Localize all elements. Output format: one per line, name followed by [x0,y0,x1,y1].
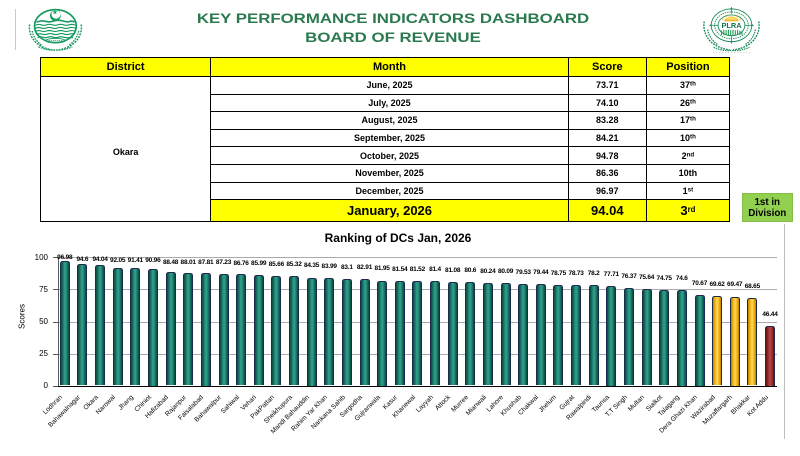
svg-text:PLRA: PLRA [721,21,742,30]
